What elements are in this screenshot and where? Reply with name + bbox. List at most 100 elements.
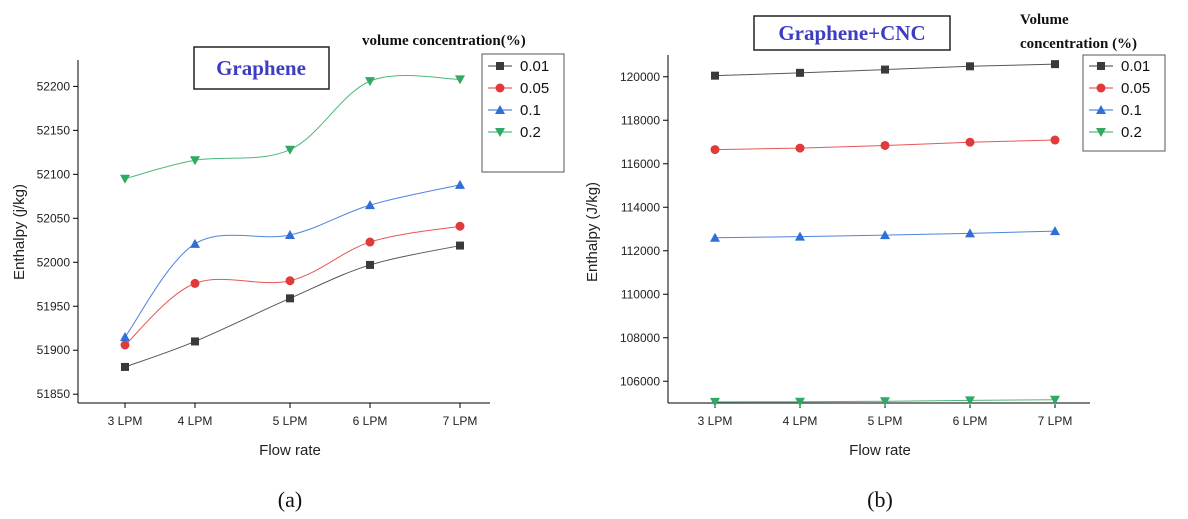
panel-b-title-box <box>753 15 951 51</box>
data-point-0.05 <box>1050 135 1060 145</box>
data-point-0.2 <box>120 174 130 184</box>
data-point-0.1 <box>710 232 720 242</box>
panel-a-series <box>120 75 465 371</box>
legend-marker-0.01 <box>1097 62 1105 70</box>
legend-marker-0.2 <box>495 128 505 137</box>
data-point-0.05 <box>190 278 200 288</box>
panel-b-y-axis-title: Enthalpy (J/kg) <box>584 182 601 282</box>
data-point-0.1 <box>455 179 465 189</box>
data-point-0.01 <box>1051 60 1059 69</box>
data-point-0.1 <box>285 230 295 240</box>
y-tick-label: 52200 <box>37 79 71 93</box>
legend-label-0.1: 0.1 <box>1121 102 1142 119</box>
data-point-0.01 <box>121 362 129 371</box>
series-line-0.05 <box>124 225 461 346</box>
data-point-0.2 <box>880 397 890 407</box>
data-point-0.1 <box>880 230 890 240</box>
x-tick-label: 6 LPM <box>953 414 988 428</box>
legend-marker-0.01 <box>496 62 504 70</box>
data-point-0.05 <box>285 276 295 286</box>
x-tick-label: 5 LPM <box>273 414 308 428</box>
data-point-0.01 <box>191 337 199 346</box>
data-point-0.2 <box>795 397 805 407</box>
x-tick-label: 3 LPM <box>698 414 733 428</box>
legend-label-0.2: 0.2 <box>1121 124 1142 141</box>
y-tick-label: 52000 <box>37 255 71 269</box>
y-tick-label: 110000 <box>621 287 660 301</box>
panel-b-chart: 106000 108000 110000 112000 114000 116000 1180… <box>584 12 1166 512</box>
data-point-0.01 <box>286 294 294 303</box>
series-line-0.1 <box>124 184 461 338</box>
data-point-0.1 <box>120 332 130 342</box>
panel-a-legend: 0.01 0.05 0.1 0.2 <box>481 53 565 173</box>
x-tick-label: 4 LPM <box>178 414 213 428</box>
data-point-0.2 <box>710 397 720 407</box>
legend-marker-0.05 <box>1096 83 1106 93</box>
x-tick-label: 5 LPM <box>868 414 903 428</box>
data-point-0.01 <box>796 68 804 77</box>
data-point-0.1 <box>795 231 805 241</box>
panel-a-x-axis-title: Flow rate <box>259 442 321 459</box>
data-point-0.1 <box>190 238 200 248</box>
data-point-0.1 <box>965 228 975 238</box>
y-tick-label: 52050 <box>37 211 71 225</box>
panel-a-caption: (a) <box>278 487 302 512</box>
data-point-0.01 <box>456 241 464 250</box>
x-tick-label: 7 LPM <box>1038 414 1073 428</box>
panel-b-series <box>710 60 1060 407</box>
data-point-0.05 <box>795 143 805 153</box>
data-point-0.1 <box>365 200 375 210</box>
y-tick-label: 51900 <box>37 343 71 357</box>
data-point-0.05 <box>120 340 130 350</box>
panel-a-y-axis-title: Enthalpy (j/kg) <box>11 184 28 280</box>
legend-marker-0.1 <box>495 105 505 114</box>
legend-label-0.01: 0.01 <box>1121 58 1150 75</box>
series-line-0.2 <box>124 75 461 180</box>
data-point-0.2 <box>190 156 200 166</box>
y-tick-label: 120000 <box>620 70 660 84</box>
legend-marker-0.2 <box>1096 128 1106 137</box>
legend-marker-0.05 <box>495 83 505 93</box>
x-tick-label: 4 LPM <box>783 414 818 428</box>
panel-a-legend-title: volume concentration(%) <box>362 33 526 49</box>
x-tick-label: 6 LPM <box>353 414 388 428</box>
data-point-0.05 <box>455 221 465 231</box>
panel-b-legend-items: 0.01 0.05 0.1 0.2 <box>1089 58 1150 141</box>
legend-label-0.01: 0.01 <box>520 58 549 75</box>
x-tick-label: 3 LPM <box>108 414 143 428</box>
panel-a-title: Graphene <box>216 56 306 80</box>
data-point-0.2 <box>365 77 375 87</box>
data-point-0.05 <box>965 137 975 147</box>
panel-b-title: Graphene+CNC <box>778 21 925 45</box>
series-line-0.01 <box>124 245 461 368</box>
panel-a-x-ticks: 3 LPM 4 LPM 5 LPM 6 LPM 7 LPM <box>108 403 478 428</box>
panel-a-y-ticks: 51850 51900 51950 52000 52050 52100 52150 52200 <box>37 79 78 401</box>
panel-b-legend-box <box>1082 54 1166 152</box>
panel-a-chart: 51850 51900 51950 52000 52050 52100 52150 52200… <box>11 33 565 512</box>
y-tick-label: 118000 <box>621 113 660 127</box>
y-tick-label: 51850 <box>37 387 71 401</box>
legend-label-0.05: 0.05 <box>520 80 549 97</box>
data-point-0.2 <box>285 145 295 155</box>
legend-label-0.05: 0.05 <box>1121 80 1150 97</box>
y-tick-label: 51950 <box>37 299 71 313</box>
data-point-0.2 <box>965 396 975 406</box>
panel-b-legend-title-line-2: concentration (%) <box>1020 36 1137 52</box>
data-point-0.1 <box>1050 226 1060 236</box>
y-tick-label: 52100 <box>37 167 71 181</box>
panel-a-title-box <box>193 46 330 90</box>
data-point-0.2 <box>455 75 465 85</box>
data-point-0.05 <box>880 140 890 150</box>
data-point-0.01 <box>366 260 374 269</box>
panel-b-legend: 0.01 0.05 0.1 0.2 <box>1082 54 1166 152</box>
panel-b-x-axis-title: Flow rate <box>849 442 911 459</box>
panel-b-y-ticks: 106000 108000 110000 112000 114000 116000 1180… <box>620 70 668 388</box>
legend-label-0.2: 0.2 <box>520 124 541 141</box>
panel-a-legend-items: 0.01 0.05 0.1 0.2 <box>488 58 549 141</box>
panel-b-legend-title-line-1: Volume <box>1020 12 1069 28</box>
legend-label-0.1: 0.1 <box>520 102 541 119</box>
x-tick-label: 7 LPM <box>443 414 478 428</box>
data-point-0.01 <box>966 62 974 71</box>
y-tick-label: 112000 <box>621 244 660 258</box>
